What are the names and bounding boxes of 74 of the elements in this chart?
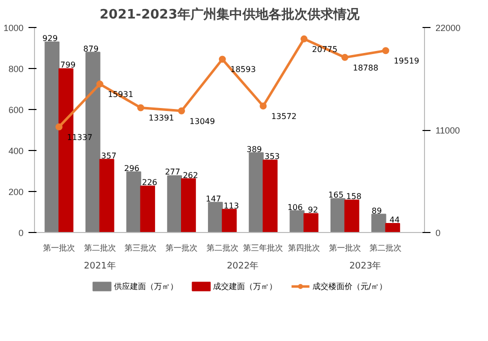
legend-label: 成交建面（万㎡）: [213, 282, 278, 291]
data-label: 89: [372, 206, 382, 216]
point: [96, 80, 104, 88]
x-tick-label: 第二批次: [370, 244, 402, 252]
bar: [330, 198, 346, 232]
data-label: 13572: [271, 112, 297, 122]
y2-tick-label: 11000: [436, 126, 460, 136]
data-label: 106: [287, 202, 303, 212]
x-tick-label: 第二批次: [206, 244, 238, 252]
y-tick-label: 200: [8, 187, 24, 197]
data-label: 226: [142, 178, 158, 188]
point: [260, 102, 267, 110]
chart-title: 2021-2023年广州集中供地各批次供求情况: [100, 6, 360, 22]
point: [178, 107, 186, 114]
bar: [167, 175, 182, 232]
data-label: 158: [346, 192, 362, 202]
point: [56, 123, 63, 130]
data-label: 296: [124, 164, 140, 173]
y-tick-label: 800: [8, 64, 24, 74]
point: [341, 54, 348, 61]
point: [382, 47, 390, 54]
data-label: 44: [390, 215, 400, 224]
x-tick-label: 第三批次: [124, 244, 157, 252]
y2-tick-label: 0: [436, 228, 441, 238]
data-label: 799: [60, 60, 76, 70]
bar: [371, 214, 386, 232]
data-label: 879: [83, 44, 99, 54]
x-tick-label: 第三年批次: [243, 244, 284, 252]
y-tick-label: 400: [8, 146, 24, 156]
y2-tick-label: 22000: [436, 23, 461, 33]
bar: [304, 213, 318, 232]
text: 2022年: [226, 260, 259, 272]
data-label: 19519: [394, 56, 420, 66]
bar: [290, 210, 305, 232]
point: [300, 35, 308, 42]
data-label: 11337: [67, 132, 92, 142]
data-label: 147: [206, 194, 222, 204]
data-label: 357: [101, 151, 116, 160]
y-tick-label: 0: [18, 228, 24, 238]
x-tick-label: 第一批次: [328, 244, 361, 252]
x-tick-label: 第一批次: [43, 244, 76, 252]
bar: [262, 160, 278, 232]
bar: [222, 208, 237, 232]
bar: [140, 186, 156, 232]
data-label: 353: [264, 152, 280, 162]
data-label: 277: [164, 168, 180, 177]
point: [137, 104, 144, 112]
bar: [126, 171, 142, 232]
point: [218, 56, 226, 63]
legend-label: 供应建面（万㎡）: [114, 282, 178, 291]
y-tick-label: 1000: [3, 23, 24, 33]
bar: [99, 158, 114, 232]
bar: [208, 202, 223, 232]
y-tick-label: 600: [8, 105, 24, 115]
bar: [385, 222, 400, 232]
text: 2021年: [84, 260, 116, 272]
x-tick-label: 第二批次: [84, 244, 116, 252]
data-label: 929: [42, 34, 58, 44]
data-label: 113: [224, 201, 239, 210]
bar: [344, 200, 360, 232]
text: 2023年: [349, 260, 382, 272]
bar: [248, 152, 264, 232]
data-label: 92: [308, 206, 318, 215]
legend-label: 成交楼面价（元/㎡）: [312, 282, 388, 291]
data-label: 165: [328, 190, 344, 200]
data-label: 389: [246, 144, 262, 154]
bar: [181, 178, 196, 232]
data-label: 13049: [190, 116, 215, 126]
x-tick-label: 第四批次: [288, 244, 320, 252]
x-tick-label: 第一批次: [166, 244, 198, 252]
data-label: 18788: [352, 63, 378, 72]
data-label: 262: [182, 170, 198, 180]
data-label: 13391: [148, 114, 174, 123]
bar: [44, 42, 60, 232]
